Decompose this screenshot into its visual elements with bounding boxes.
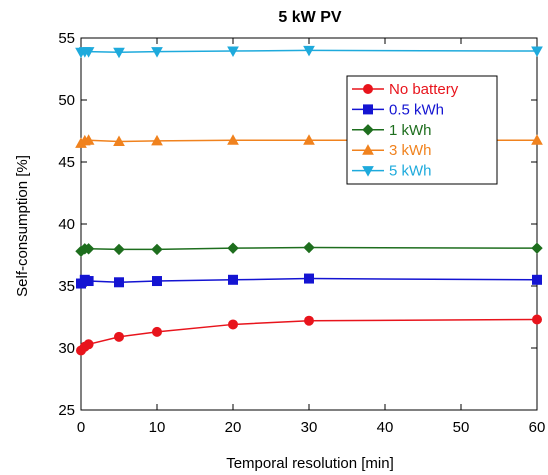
data-point: [303, 134, 315, 145]
legend-marker: [362, 124, 374, 136]
y-tick-label: 55: [58, 30, 75, 47]
legend-entry: No battery: [352, 81, 459, 98]
data-point: [304, 315, 314, 326]
legend-marker: [363, 104, 373, 115]
x-tick-label: 50: [453, 419, 470, 436]
legend-entry: 1 kWh: [352, 122, 432, 139]
legend-label: 3 kWh: [389, 142, 432, 159]
data-point: [227, 134, 239, 145]
y-tick-label: 35: [58, 278, 75, 295]
legend-label: No battery: [389, 81, 459, 98]
series-group: [75, 45, 543, 356]
data-point: [151, 134, 163, 146]
legend-marker: [362, 144, 374, 155]
data-point: [151, 243, 163, 256]
x-tick-label: 60: [529, 419, 546, 436]
data-point: [532, 274, 542, 285]
legend-entry: 5 kWh: [352, 163, 432, 180]
legend-label: 0.5 kWh: [389, 101, 444, 118]
data-point: [303, 241, 315, 254]
x-axis-title: Temporal resolution [min]: [226, 455, 394, 472]
data-point: [532, 314, 542, 325]
data-point: [227, 46, 239, 58]
y-tick-label: 40: [58, 216, 75, 233]
data-point: [531, 242, 543, 254]
legend-marker: [362, 166, 374, 177]
data-point: [113, 135, 125, 147]
legend-label: 5 kWh: [389, 163, 432, 180]
y-tick-label: 25: [58, 402, 75, 419]
x-tick-label: 30: [301, 419, 318, 436]
chart-title: 5 kW PV: [278, 9, 341, 26]
data-point: [151, 47, 163, 58]
y-axis-title: Self-consumption [%]: [14, 155, 31, 297]
data-point: [227, 242, 239, 254]
data-point: [83, 276, 94, 287]
y-tick-label: 30: [58, 340, 75, 357]
data-point: [228, 319, 238, 330]
data-point: [82, 47, 95, 58]
data-point: [113, 47, 125, 59]
legend-entry: 3 kWh: [352, 142, 432, 159]
x-tick-label: 0: [77, 419, 85, 436]
data-point: [531, 46, 543, 58]
series-0-5-kwh: [76, 273, 542, 289]
data-point: [113, 243, 125, 256]
y-tick-label: 50: [58, 92, 75, 109]
data-point: [114, 277, 124, 288]
data-point: [304, 273, 314, 284]
series-1-kwh: [75, 241, 543, 257]
legend-entry: 0.5 kWh: [352, 101, 444, 118]
data-point: [228, 274, 238, 285]
legend: No battery 0.5 kWh 1 kWh 3 kWh 5 kWh: [346, 75, 498, 185]
data-point: [82, 243, 95, 255]
data-point: [531, 134, 543, 145]
legend-marker: [363, 84, 373, 94]
series-3-kwh: [75, 134, 543, 148]
x-tick-label: 20: [225, 419, 242, 436]
series-5-kwh: [75, 45, 543, 59]
legend-label: 1 kWh: [389, 122, 432, 139]
y-tick-label: 45: [58, 154, 75, 171]
x-tick-label: 10: [149, 419, 166, 436]
data-point: [303, 45, 315, 57]
data-point: [152, 276, 162, 287]
series-no-battery: [76, 314, 542, 356]
axis-ticks: 0 10 20 30 40 50 60 25 30 35 40 45 50 55: [58, 30, 545, 436]
data-point: [114, 331, 124, 342]
data-point: [83, 339, 94, 350]
data-point: [82, 134, 95, 145]
x-tick-label: 40: [377, 419, 394, 436]
data-point: [152, 326, 162, 337]
